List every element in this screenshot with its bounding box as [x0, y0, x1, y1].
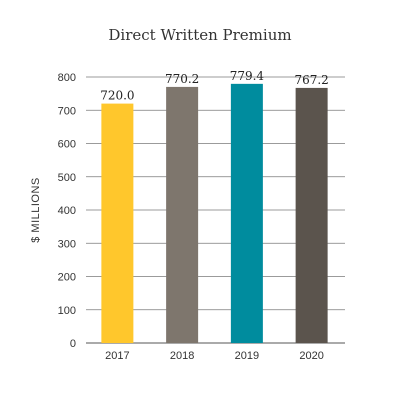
chart-title: Direct Written Premium	[108, 26, 291, 44]
bar-2020	[295, 87, 328, 343]
data-label-2020: 767.2	[294, 73, 328, 87]
y-tick-label: 0	[70, 338, 76, 350]
bars	[101, 83, 328, 344]
bar-2017	[101, 103, 134, 343]
x-axis-ticks: 2017 2018 2019 2020	[105, 350, 324, 362]
y-tick-label: 800	[58, 72, 76, 84]
y-tick-label: 600	[58, 139, 76, 151]
y-tick-label: 400	[58, 205, 76, 217]
data-label-2018: 770.2	[165, 72, 199, 86]
x-tick-label: 2019	[235, 350, 259, 362]
x-tick-label: 2017	[105, 350, 129, 362]
y-tick-label: 500	[58, 172, 76, 184]
x-tick-label: 2018	[170, 350, 194, 362]
y-tick-label: 100	[58, 305, 76, 317]
y-axis-label: $ MILLIONS	[30, 177, 42, 243]
y-tick-label: 200	[58, 272, 76, 284]
y-tick-label: 300	[58, 238, 76, 250]
y-tick-label: 700	[58, 105, 76, 117]
data-labels: 720.0 770.2 779.4 767.2	[100, 69, 329, 103]
bar-2018	[166, 86, 199, 343]
data-label-2017: 720.0	[100, 89, 134, 103]
bar-2019	[230, 83, 263, 344]
y-axis-ticks: 0 100 200 300 400 500 600 700 800	[58, 72, 76, 350]
x-tick-label: 2020	[299, 350, 323, 362]
data-label-2019: 779.4	[230, 69, 265, 83]
